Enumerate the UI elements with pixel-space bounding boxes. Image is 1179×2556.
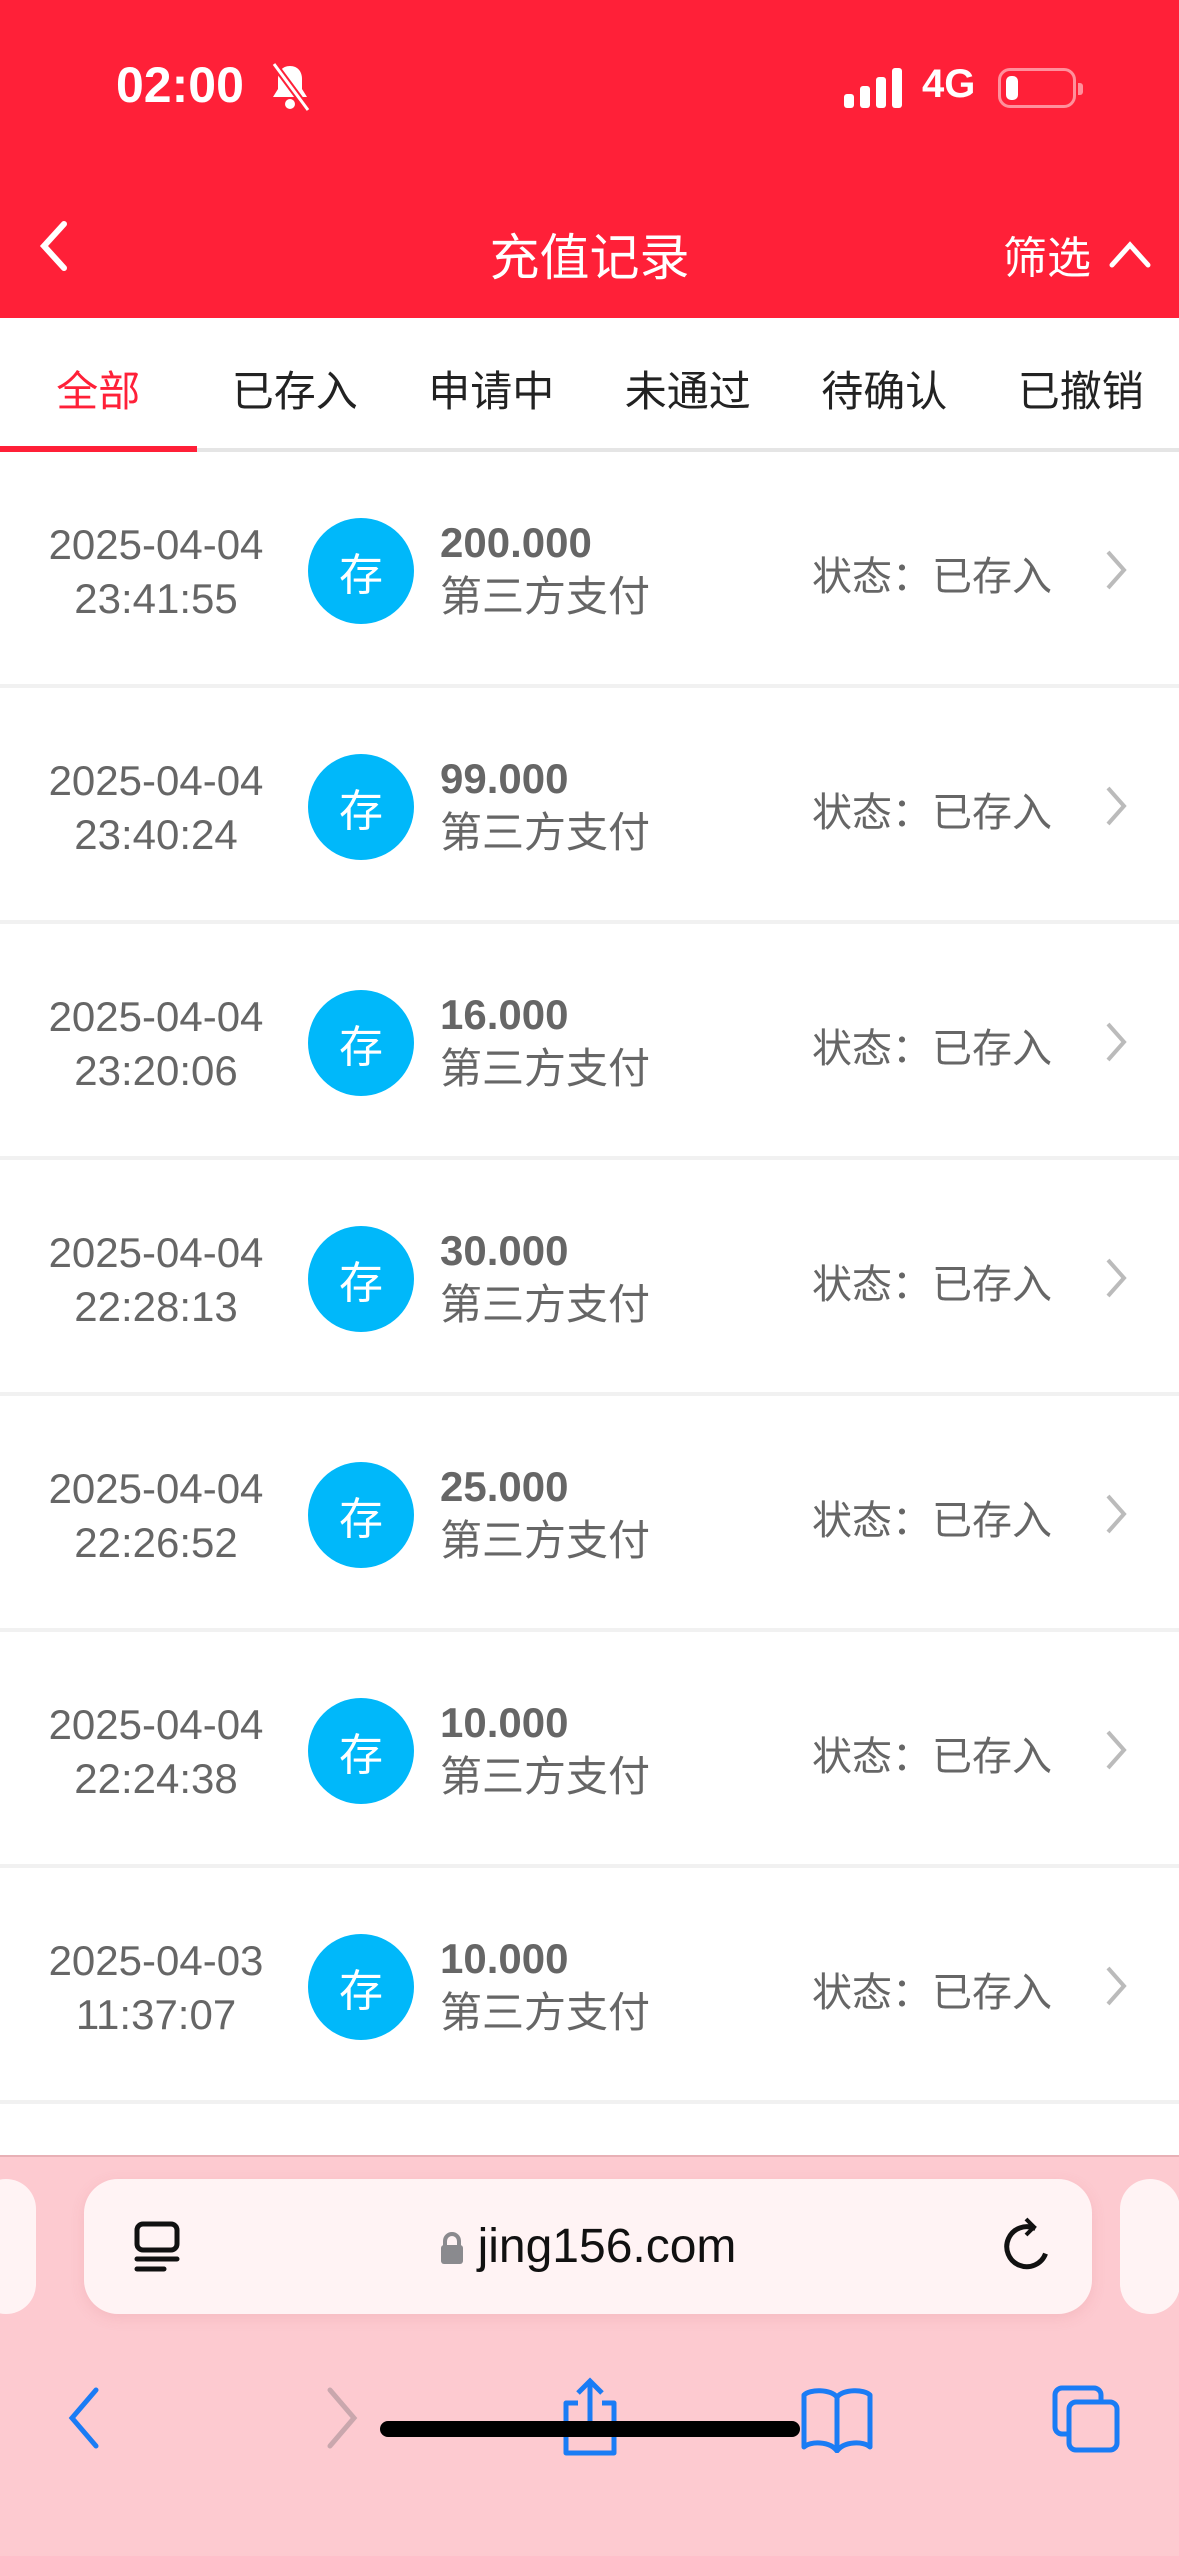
tab-all[interactable]: 全部 [0,318,197,452]
filter-label: 筛选 [1003,234,1091,283]
record-amount: 10.000 [440,1699,569,1746]
chevron-right-icon [1106,1966,1127,2006]
record-amount: 25.000 [440,1463,569,1510]
record-list: 2025-04-04 23:41:55 存 200.000 第三方支付 状态：已存… [0,452,1179,2164]
page-title: 充值记录 [489,230,690,286]
chevron-right-icon [1106,1494,1127,1534]
record-datetime: 2025-04-04 23:41:55 [20,518,292,626]
reload-icon[interactable] [1002,2217,1052,2275]
record-time: 22:28:13 [74,1283,238,1330]
record-amount: 16.000 [440,991,569,1038]
status-time: 02:00 [116,57,244,113]
share-icon[interactable] [558,2377,622,2459]
next-tab-preview[interactable] [1120,2179,1179,2314]
record-date: 2025-04-04 [48,1465,264,1512]
record-date: 2025-04-04 [48,993,264,1040]
record-date: 2025-04-04 [48,757,264,804]
record-row[interactable]: 2025-04-04 22:28:13 存 30.000 第三方支付 状态：已存入 [0,1160,1179,1396]
record-status: 状态：已存入 [812,791,1052,835]
chevron-right-icon [1106,786,1127,826]
record-status: 状态：已存入 [812,1971,1052,2015]
record-amount: 10.000 [440,1935,569,1982]
record-method: 第三方支付 [440,809,651,856]
record-status: 状态：已存入 [812,555,1052,599]
record-time: 23:20:06 [74,1047,238,1094]
chevron-right-icon [1106,1730,1127,1770]
lock-icon [440,2232,463,2264]
record-amount: 99.000 [440,755,569,802]
record-status: 状态：已存入 [812,1735,1052,1779]
deposit-badge: 存 [308,1698,414,1804]
record-row[interactable]: 2025-04-03 11:37:07 存 10.000 第三方支付 状态：已存入 [0,1868,1179,2104]
record-time: 23:41:55 [74,575,238,622]
record-status: 状态：已存入 [812,1027,1052,1071]
deposit-badge: 存 [308,1226,414,1332]
record-time: 23:40:24 [74,811,238,858]
chevron-right-icon [1106,1258,1127,1298]
record-row[interactable]: 2025-04-04 22:24:38 存 10.000 第三方支付 状态：已存入 [0,1632,1179,1868]
back-nav-icon[interactable] [68,2387,102,2449]
record-row[interactable]: 2025-04-04 23:20:06 存 16.000 第三方支付 状态：已存入 [0,924,1179,1160]
record-status: 状态：已存入 [812,1263,1052,1307]
chevron-up-icon [1109,241,1151,268]
reader-icon[interactable] [134,2221,182,2273]
record-datetime: 2025-04-04 22:26:52 [20,1462,292,1570]
status-tabs: 全部 已存入 申请中 未通过 待确认 已撤销 [0,318,1179,452]
chevron-right-icon [1106,1022,1127,1062]
record-status: 状态：已存入 [812,1499,1052,1543]
forward-nav-icon[interactable] [324,2387,358,2449]
record-method: 第三方支付 [440,573,651,620]
record-date: 2025-04-04 [48,1701,264,1748]
app-header: 02:00 4G 充值记录 筛选 [0,0,1179,318]
deposit-badge: 存 [308,990,414,1096]
tab-deposited[interactable]: 已存入 [231,368,358,415]
record-method: 第三方支付 [440,1281,651,1328]
network-type: 4G [922,62,976,106]
tab-applying[interactable]: 申请中 [428,368,555,415]
record-datetime: 2025-04-04 22:24:38 [20,1698,292,1806]
chevron-right-icon [1106,550,1127,590]
record-datetime: 2025-04-04 23:40:24 [20,754,292,862]
url-text: jing156.com [477,2220,737,2273]
record-date: 2025-04-04 [48,521,264,568]
tab-pending[interactable]: 待确认 [821,368,948,415]
record-date: 2025-04-04 [48,1229,264,1276]
tab-rejected[interactable]: 未通过 [624,368,751,415]
deposit-badge: 存 [308,1934,414,2040]
back-icon[interactable] [34,218,74,274]
deposit-badge: 存 [308,1462,414,1568]
tabs-icon[interactable] [1052,2385,1122,2455]
browser-toolbar: jing156.com [0,2155,1179,2556]
home-indicator [380,2421,800,2437]
record-method: 第三方支付 [440,1753,651,1800]
deposit-badge: 存 [308,754,414,860]
signal-icon [844,68,902,108]
filter-button[interactable]: 筛选 [1003,222,1151,286]
record-datetime: 2025-04-03 11:37:07 [20,1934,292,2042]
record-time: 22:26:52 [74,1519,238,1566]
record-amount: 30.000 [440,1227,569,1274]
previous-tab-preview[interactable] [0,2179,36,2314]
record-time: 11:37:07 [75,1991,237,2038]
record-method: 第三方支付 [440,1989,651,2036]
record-datetime: 2025-04-04 23:20:06 [20,990,292,1098]
record-time: 22:24:38 [74,1755,238,1802]
record-method: 第三方支付 [440,1045,651,1092]
record-datetime: 2025-04-04 22:28:13 [20,1226,292,1334]
bookmarks-icon[interactable] [800,2387,874,2453]
record-amount: 200.000 [440,519,592,566]
record-method: 第三方支付 [440,1517,651,1564]
tab-cancelled[interactable]: 已撤销 [1017,368,1144,415]
record-date: 2025-04-03 [48,1937,264,1984]
deposit-badge: 存 [308,518,414,624]
record-row[interactable]: 2025-04-04 23:40:24 存 99.000 第三方支付 状态：已存入 [0,688,1179,924]
record-row[interactable]: 2025-04-04 22:26:52 存 25.000 第三方支付 状态：已存入 [0,1396,1179,1632]
address-bar[interactable]: jing156.com [84,2179,1092,2314]
silent-bell-icon [271,62,311,112]
battery-icon [998,68,1083,108]
record-row[interactable]: 2025-04-04 23:41:55 存 200.000 第三方支付 状态：已存… [0,452,1179,688]
